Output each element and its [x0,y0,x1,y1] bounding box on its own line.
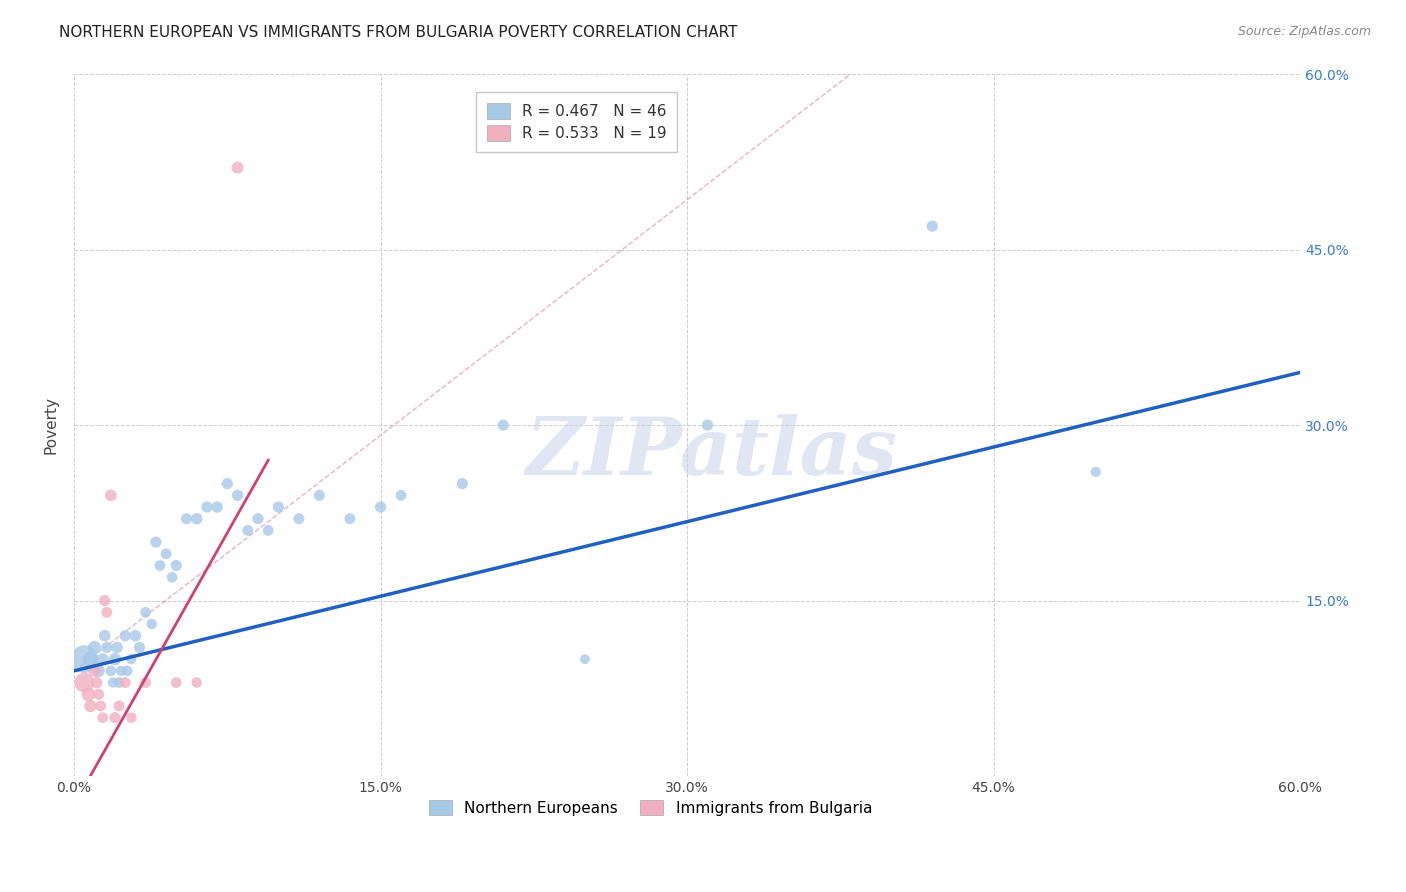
Point [149,558,172,573]
Legend: Northern Europeans, Immigrants from Bulgaria: Northern Europeans, Immigrants from Bulg… [419,790,882,825]
Point [104,711,127,725]
Point [108,675,131,690]
Text: Source: ZipAtlas.com: Source: ZipAtlas.com [1237,25,1371,38]
Point [83,664,105,678]
Point [79,652,101,666]
Point [87,664,110,678]
Point [114,629,136,643]
Point [86,675,108,690]
Point [195,500,218,514]
Point [100,488,122,502]
Point [87,687,110,701]
Point [105,640,128,655]
Y-axis label: Poverty: Poverty [44,396,58,454]
Point [115,664,138,678]
Point [135,605,157,619]
Point [389,488,412,502]
Point [492,418,515,433]
Point [257,524,280,538]
Point [339,512,361,526]
Point [91,652,114,666]
Point [176,512,198,526]
Point [155,547,177,561]
Point [217,476,239,491]
Point [114,675,136,690]
Point [226,161,249,175]
Point [165,558,187,573]
Point [79,698,101,713]
Point [1084,465,1107,479]
Point [83,640,105,655]
Point [93,629,115,643]
Point [165,675,187,690]
Point [236,524,259,538]
Point [308,488,330,502]
Point [288,512,311,526]
Text: ZIPatlas: ZIPatlas [526,415,897,491]
Point [921,219,943,234]
Point [73,652,96,666]
Point [104,652,127,666]
Point [186,512,208,526]
Point [246,512,269,526]
Point [160,570,183,584]
Point [77,687,100,701]
Point [124,629,146,643]
Point [108,698,131,713]
Point [128,640,150,655]
Point [120,652,142,666]
Point [96,605,118,619]
Point [101,675,124,690]
Point [267,500,290,514]
Point [135,675,157,690]
Point [186,675,208,690]
Point [110,664,132,678]
Text: NORTHERN EUROPEAN VS IMMIGRANTS FROM BULGARIA POVERTY CORRELATION CHART: NORTHERN EUROPEAN VS IMMIGRANTS FROM BUL… [59,25,738,40]
Point [93,593,115,607]
Point [73,675,96,690]
Point [141,617,163,632]
Point [574,652,596,666]
Point [100,664,122,678]
Point [91,711,114,725]
Point [370,500,392,514]
Point [205,500,228,514]
Point [96,640,118,655]
Point [226,488,249,502]
Point [145,535,167,549]
Point [90,698,112,713]
Point [696,418,718,433]
Point [120,711,142,725]
Point [451,476,474,491]
